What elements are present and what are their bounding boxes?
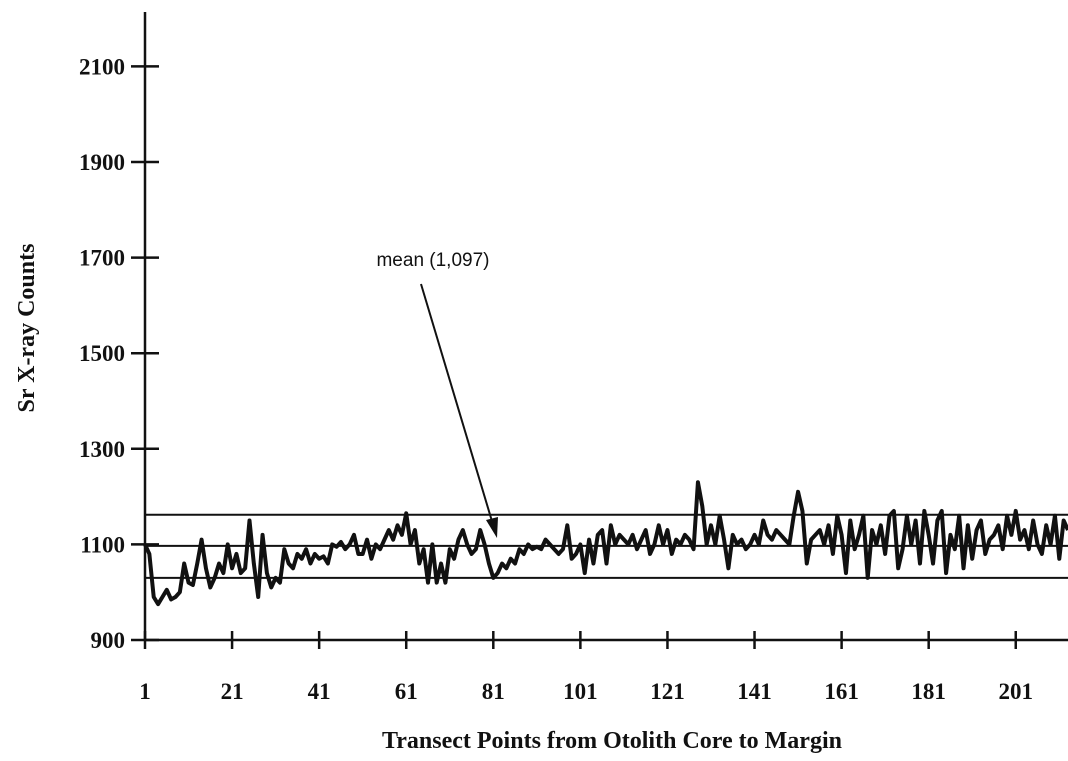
y-tick-label: 1100 (80, 532, 125, 557)
x-tick-label: 141 (737, 679, 772, 704)
data-line (143, 480, 1068, 607)
y-tick-label: 900 (91, 628, 126, 653)
x-tick-label: 21 (221, 679, 244, 704)
x-tick-label: 121 (650, 679, 685, 704)
x-tick-label: 41 (308, 679, 331, 704)
y-axis-title: Sr X-ray Counts (14, 244, 40, 413)
x-tick-label: 101 (563, 679, 598, 704)
x-tick-label: 201 (999, 679, 1034, 704)
y-tick-label: 1300 (79, 437, 125, 462)
x-tick-label: 81 (482, 679, 505, 704)
x-axis-title: Transect Points from Otolith Core to Mar… (382, 728, 842, 754)
annotation-arrow (420, 283, 495, 529)
y-tick-label: 1700 (79, 246, 125, 271)
y-tick-label: 1900 (79, 150, 125, 175)
x-tick-label: 181 (911, 679, 946, 704)
x-tick-label: 161 (824, 679, 859, 704)
annotation: mean (1,097) (376, 250, 489, 271)
x-tick-label: 61 (395, 679, 418, 704)
x-tick-label: 1 (139, 679, 151, 704)
y-tick-label: 1500 (79, 341, 125, 366)
y-tick-label: 2100 (79, 54, 125, 79)
arrow-head (486, 517, 498, 538)
